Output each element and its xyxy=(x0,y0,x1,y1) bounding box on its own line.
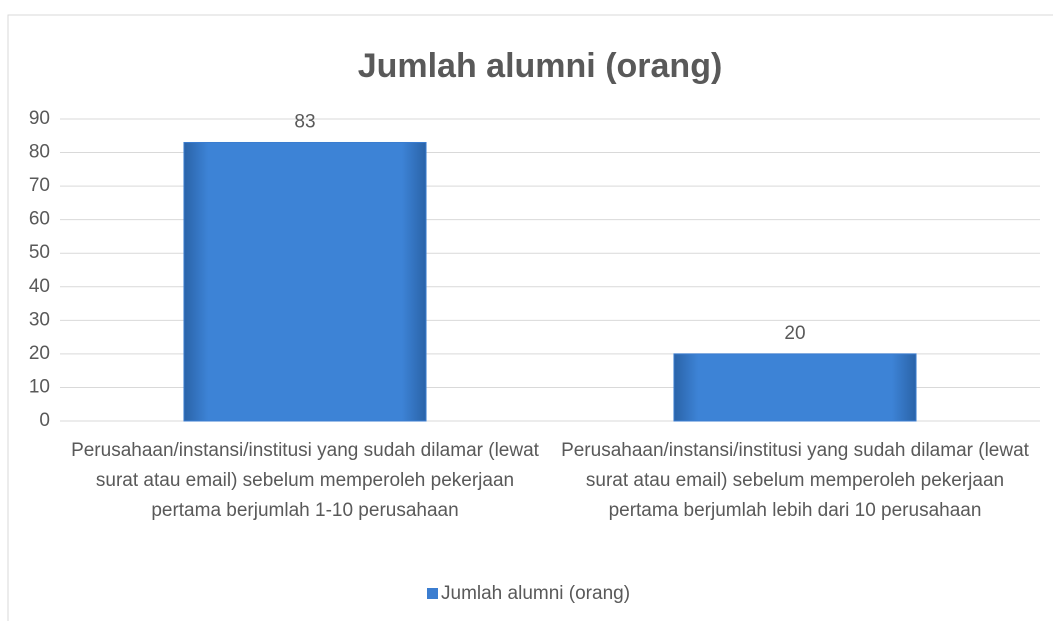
legend-label: Jumlah alumni (orang) xyxy=(441,583,630,604)
y-tick-label: 20 xyxy=(29,343,50,364)
legend-swatch xyxy=(427,588,438,599)
x-tick-label-box: Perusahaan/instansi/institusi yang sudah… xyxy=(71,440,539,521)
y-tick-label: 90 xyxy=(29,108,50,129)
data-label: 83 xyxy=(294,112,315,133)
y-tick-label: 70 xyxy=(29,175,50,196)
x-tick-label: Perusahaan/instansi/institusi yang sudah… xyxy=(561,440,1029,521)
chart-border xyxy=(7,14,1053,621)
chart-title: Jumlah alumni (orang) xyxy=(358,47,723,85)
y-tick-label: 60 xyxy=(29,209,50,230)
x-tick-label-box: Perusahaan/instansi/institusi yang sudah… xyxy=(561,440,1029,521)
y-tick-label: 50 xyxy=(29,242,50,263)
bar xyxy=(183,141,427,422)
data-label: 20 xyxy=(784,323,805,344)
y-tick-label: 80 xyxy=(29,142,50,163)
x-tick-label: Perusahaan/instansi/institusi yang sudah… xyxy=(71,440,539,521)
y-tick-label: 30 xyxy=(29,309,50,330)
bar xyxy=(673,353,917,422)
y-tick-label: 10 xyxy=(29,376,50,397)
y-tick-label: 40 xyxy=(29,276,50,297)
y-tick-label: 0 xyxy=(39,410,50,431)
